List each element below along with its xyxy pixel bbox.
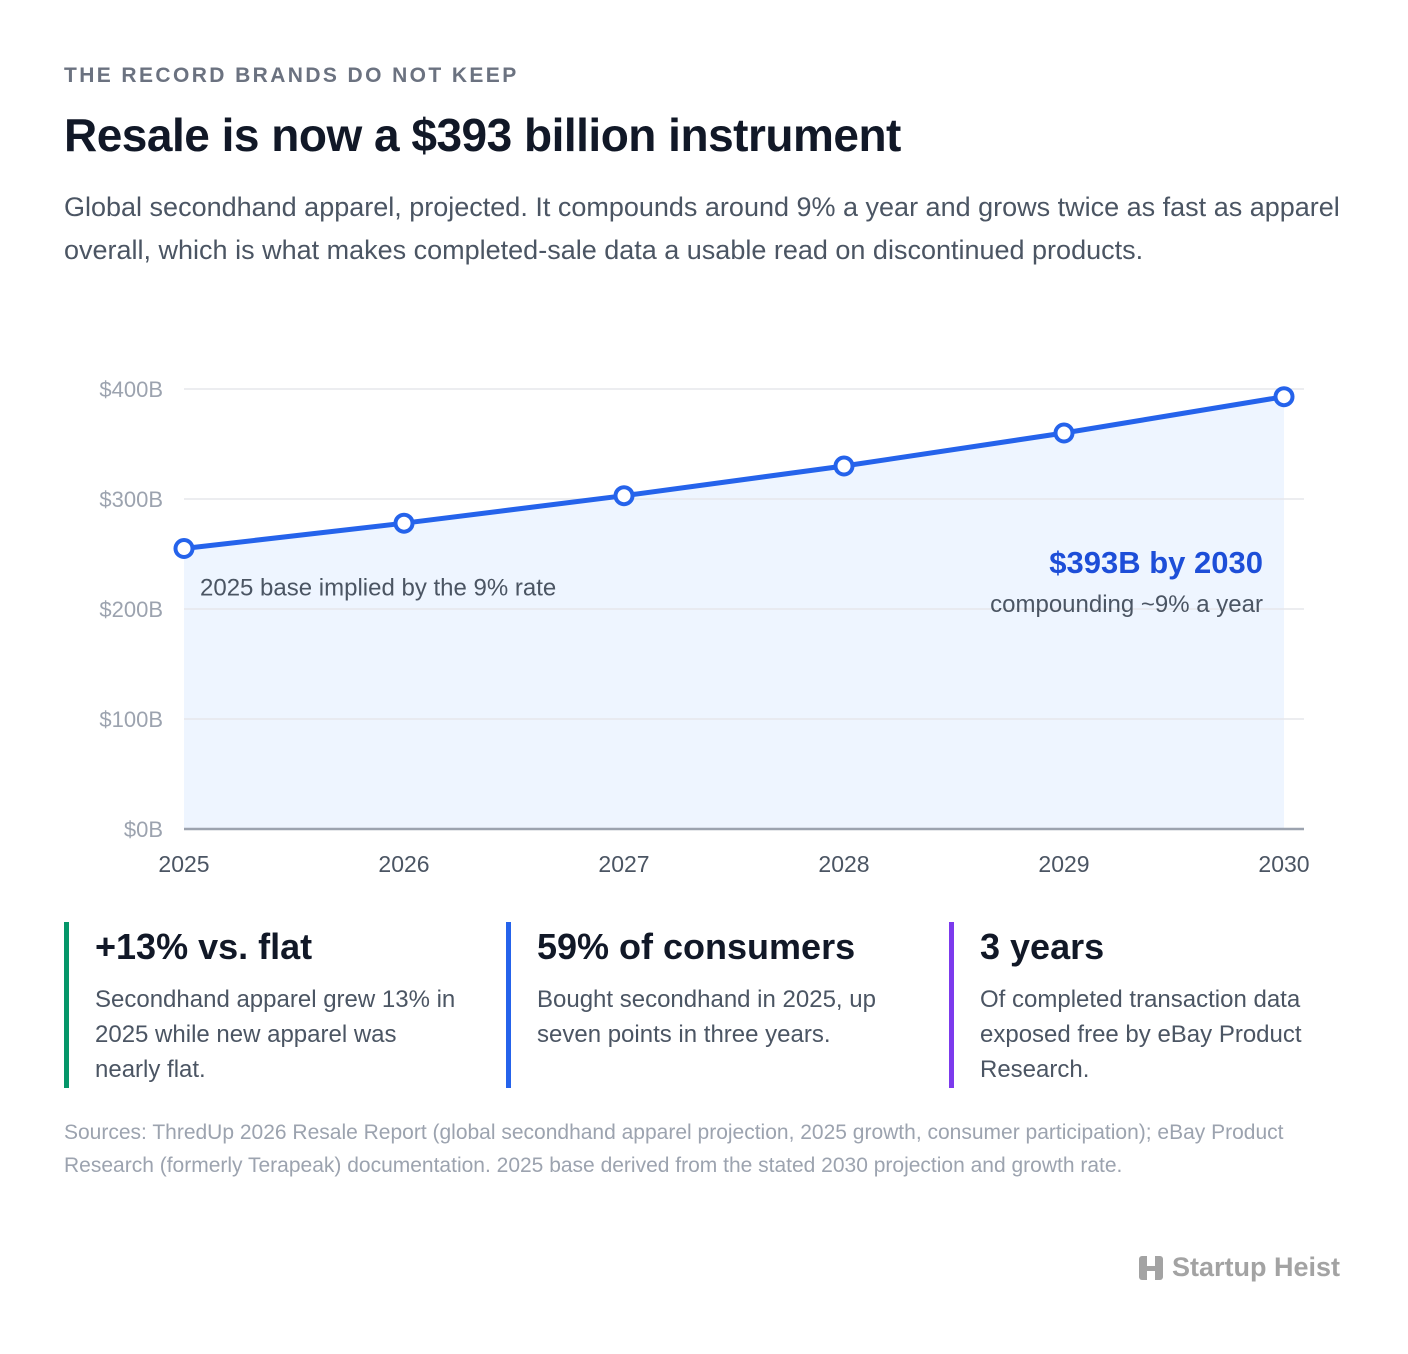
data-point [613,485,635,507]
stat-value: 59% of consumers [537,926,856,967]
x-tick-label: 2029 [1038,851,1089,877]
x-tick-label: 2026 [378,851,429,877]
stat-row: +13% vs. flat Secondhand apparel grew 13… [64,922,1354,1088]
stat-card: 59% of consumers Bought secondhand in 20… [506,922,926,1088]
stat-card: 3 years Of completed transaction data ex… [949,922,1354,1088]
stat-value: +13% vs. flat [95,926,313,967]
y-tick-label: $100B [99,707,163,732]
data-point [833,455,855,477]
stat-description: Secondhand apparel grew 13% in 2025 whil… [95,986,456,1083]
chart-subtitle: Global secondhand apparel, projected. It… [64,192,1340,265]
x-tick-label: 2030 [1258,851,1309,877]
stat-value: 3 years [980,926,1105,967]
chart-title: Resale is now a $393 billion instrument [64,109,901,161]
x-tick-label: 2025 [158,851,209,877]
y-tick-label: $0B [124,817,163,842]
data-point [393,512,415,534]
data-point [1273,386,1295,408]
x-tick-label: 2028 [818,851,869,877]
brand-logo: Startup Heist [1138,1252,1340,1283]
end-annotation-headline: $393B by 2030 [1049,545,1263,580]
end-annotation-note: compounding ~9% a year [990,591,1263,618]
sources-note: Sources: ThredUp 2026 Resale Report (glo… [64,1121,1284,1177]
y-tick-label: $200B [99,597,163,622]
stat-description: Of completed transaction data exposed fr… [980,986,1302,1083]
stat-description: Bought secondhand in 2025, up seven poin… [537,986,876,1048]
y-tick-label: $400B [99,377,163,402]
area-fill [184,396,1284,829]
start-annotation: 2025 base implied by the 9% rate [200,575,556,602]
eyebrow: THE RECORD BRANDS DO NOT KEEP [64,64,519,87]
x-tick-label: 2027 [598,851,649,877]
data-point [173,538,195,559]
building-icon [1138,1255,1163,1280]
resale-area-chart: $0B $100B $200B $300B $400B 2025 2026 2027 2028 2… [99,377,1309,877]
y-tick-label: $300B [99,487,163,512]
data-point [1053,422,1075,444]
stat-card: +13% vs. flat Secondhand apparel grew 13… [64,922,464,1088]
brand-name: Startup Heist [1171,1252,1340,1282]
series-line [181,394,1287,551]
